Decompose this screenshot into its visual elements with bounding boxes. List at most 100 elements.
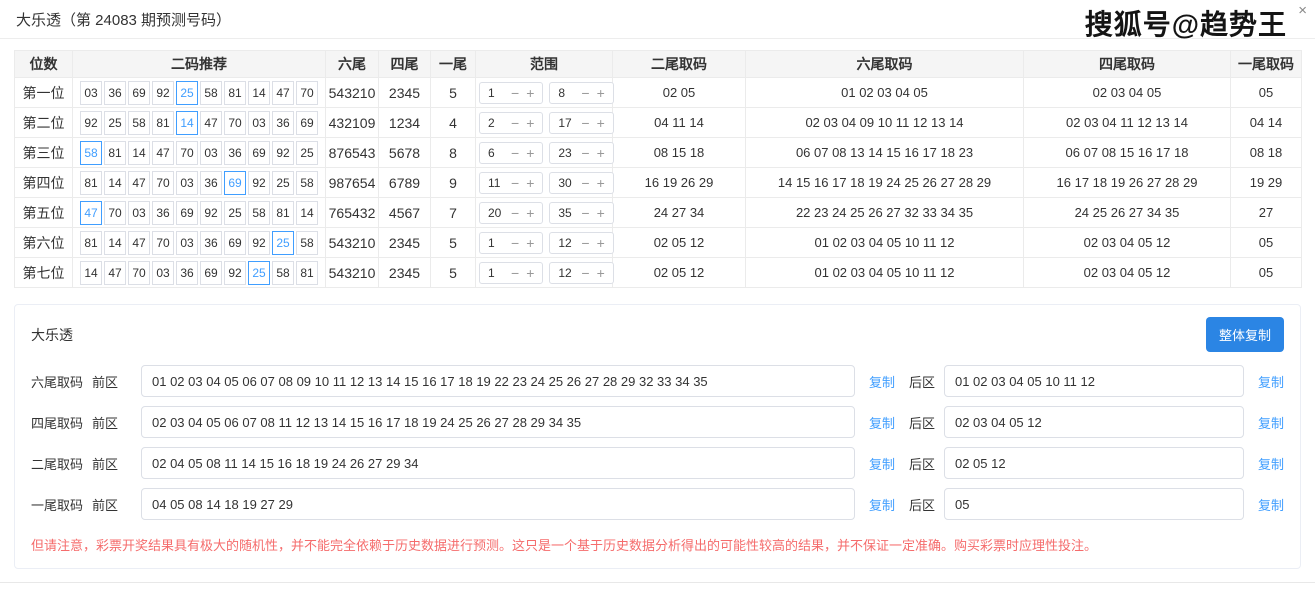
code-box[interactable]: 14 [176, 110, 198, 135]
code-box[interactable]: 92 [80, 110, 102, 135]
copy-back-link[interactable]: 复制 [1257, 497, 1284, 513]
range-max-stepper[interactable]: 12− + [549, 261, 614, 284]
code-box[interactable]: 70 [296, 80, 318, 105]
code-box[interactable]: 25 [272, 170, 294, 195]
plus-icon[interactable]: + [596, 264, 605, 281]
code-box[interactable]: 47 [128, 170, 150, 195]
code-box[interactable]: 81 [80, 230, 102, 255]
plus-icon[interactable]: + [596, 234, 605, 251]
code-box[interactable]: 92 [272, 140, 294, 165]
code-box[interactable]: 14 [104, 230, 126, 255]
minus-icon[interactable]: − [581, 144, 590, 161]
copy-back-link[interactable]: 复制 [1257, 456, 1284, 472]
copy-back-link[interactable]: 复制 [1257, 374, 1284, 390]
code-box[interactable]: 69 [248, 140, 270, 165]
code-box[interactable]: 69 [176, 200, 198, 225]
front-zone-input[interactable] [141, 406, 855, 438]
range-min-stepper[interactable]: 2 − + [479, 111, 544, 134]
copy-back-link[interactable]: 复制 [1257, 415, 1284, 431]
minus-icon[interactable]: − [511, 114, 520, 131]
code-box[interactable]: 69 [128, 80, 150, 105]
code-box[interactable]: 47 [104, 260, 126, 285]
range-min-stepper[interactable]: 1 − + [479, 231, 544, 254]
plus-icon[interactable]: + [596, 204, 605, 221]
back-zone-input[interactable] [943, 447, 1244, 479]
code-box[interactable]: 36 [200, 170, 222, 195]
range-max-stepper[interactable]: 23− + [549, 141, 614, 164]
code-box[interactable]: 36 [176, 260, 198, 285]
code-box[interactable]: 92 [152, 80, 174, 105]
code-box[interactable]: 47 [80, 200, 102, 225]
code-box[interactable]: 92 [224, 260, 246, 285]
code-box[interactable]: 25 [248, 260, 270, 285]
code-box[interactable]: 47 [200, 110, 222, 135]
code-box[interactable]: 58 [296, 170, 318, 195]
code-box[interactable]: 14 [128, 140, 150, 165]
code-box[interactable]: 36 [200, 230, 222, 255]
code-box[interactable]: 36 [272, 110, 294, 135]
code-box[interactable]: 81 [224, 80, 246, 105]
minus-icon[interactable]: − [511, 174, 520, 191]
code-box[interactable]: 25 [104, 110, 126, 135]
code-box[interactable]: 58 [248, 200, 270, 225]
code-box[interactable]: 03 [128, 200, 150, 225]
plus-icon[interactable]: + [526, 84, 535, 101]
code-box[interactable]: 25 [272, 230, 294, 255]
code-box[interactable]: 70 [104, 200, 126, 225]
code-box[interactable]: 14 [296, 200, 318, 225]
code-box[interactable]: 70 [152, 230, 174, 255]
code-box[interactable]: 81 [104, 140, 126, 165]
code-box[interactable]: 70 [224, 110, 246, 135]
code-box[interactable]: 25 [224, 200, 246, 225]
code-box[interactable]: 58 [200, 80, 222, 105]
minus-icon[interactable]: − [511, 204, 520, 221]
plus-icon[interactable]: + [596, 174, 605, 191]
code-box[interactable]: 25 [296, 140, 318, 165]
code-box[interactable]: 58 [80, 140, 102, 165]
code-box[interactable]: 03 [200, 140, 222, 165]
code-box[interactable]: 70 [176, 140, 198, 165]
range-max-stepper[interactable]: 12− + [549, 231, 614, 254]
code-box[interactable]: 92 [248, 170, 270, 195]
code-box[interactable]: 70 [152, 170, 174, 195]
code-box[interactable]: 81 [296, 260, 318, 285]
minus-icon[interactable]: − [581, 204, 590, 221]
code-box[interactable]: 69 [200, 260, 222, 285]
code-box[interactable]: 58 [296, 230, 318, 255]
range-min-stepper[interactable]: 6 − + [479, 141, 544, 164]
code-box[interactable]: 69 [224, 170, 246, 195]
back-zone-input[interactable] [943, 365, 1244, 397]
code-box[interactable]: 69 [224, 230, 246, 255]
back-zone-input[interactable] [943, 406, 1244, 438]
plus-icon[interactable]: + [596, 144, 605, 161]
code-box[interactable]: 81 [152, 110, 174, 135]
minus-icon[interactable]: − [581, 234, 590, 251]
code-box[interactable]: 58 [128, 110, 150, 135]
minus-icon[interactable]: − [511, 234, 520, 251]
code-box[interactable]: 92 [200, 200, 222, 225]
minus-icon[interactable]: − [511, 264, 520, 281]
code-box[interactable]: 58 [272, 260, 294, 285]
code-box[interactable]: 70 [128, 260, 150, 285]
code-box[interactable]: 81 [272, 200, 294, 225]
back-zone-input[interactable] [943, 488, 1244, 520]
minus-icon[interactable]: − [581, 264, 590, 281]
code-box[interactable]: 47 [152, 140, 174, 165]
code-box[interactable]: 03 [152, 260, 174, 285]
code-box[interactable]: 25 [176, 80, 198, 105]
code-box[interactable]: 36 [152, 200, 174, 225]
range-max-stepper[interactable]: 8− + [549, 81, 614, 104]
range-min-stepper[interactable]: 20− + [479, 201, 544, 224]
plus-icon[interactable]: + [596, 84, 605, 101]
plus-icon[interactable]: + [526, 174, 535, 191]
front-zone-input[interactable] [141, 365, 855, 397]
minus-icon[interactable]: − [581, 114, 590, 131]
minus-icon[interactable]: − [581, 174, 590, 191]
code-box[interactable]: 69 [296, 110, 318, 135]
plus-icon[interactable]: + [526, 204, 535, 221]
code-box[interactable]: 36 [104, 80, 126, 105]
range-max-stepper[interactable]: 30− + [549, 171, 614, 194]
plus-icon[interactable]: + [526, 234, 535, 251]
copy-front-link[interactable]: 复制 [868, 497, 895, 513]
range-max-stepper[interactable]: 17− + [549, 111, 614, 134]
